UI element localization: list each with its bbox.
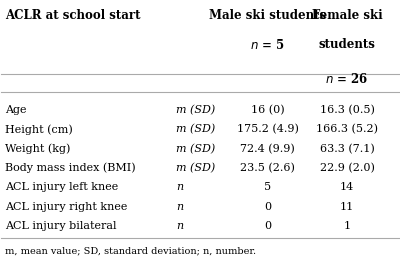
Text: $\mathit{n}$ = 26: $\mathit{n}$ = 26	[325, 72, 368, 86]
Text: 16.3 (0.5): 16.3 (0.5)	[320, 105, 374, 115]
Text: Body mass index (BMI): Body mass index (BMI)	[5, 163, 136, 173]
Text: m (SD): m (SD)	[176, 124, 216, 134]
Text: ACL injury right knee: ACL injury right knee	[5, 202, 128, 212]
Text: 11: 11	[340, 202, 354, 212]
Text: m (SD): m (SD)	[176, 105, 216, 115]
Text: Male ski students: Male ski students	[209, 9, 326, 22]
Text: m (SD): m (SD)	[176, 163, 216, 173]
Text: m, mean value; SD, standard deviation; n, number.: m, mean value; SD, standard deviation; n…	[5, 246, 256, 255]
Text: 0: 0	[264, 221, 271, 231]
Text: Weight (kg): Weight (kg)	[5, 143, 71, 154]
Text: 0: 0	[264, 202, 271, 212]
Text: 72.4 (9.9): 72.4 (9.9)	[240, 143, 295, 154]
Text: n: n	[176, 202, 183, 212]
Text: ACL injury bilateral: ACL injury bilateral	[5, 221, 117, 231]
Text: Female ski: Female ski	[312, 9, 382, 22]
Text: 1: 1	[344, 221, 350, 231]
Text: n: n	[176, 182, 183, 192]
Text: 14: 14	[340, 182, 354, 192]
Text: $\mathit{n}$ = 5: $\mathit{n}$ = 5	[250, 38, 285, 52]
Text: 63.3 (7.1): 63.3 (7.1)	[320, 143, 374, 154]
Text: ACL injury left knee: ACL injury left knee	[5, 182, 119, 192]
Text: 175.2 (4.9): 175.2 (4.9)	[236, 124, 298, 134]
Text: n: n	[176, 221, 183, 231]
Text: 166.3 (5.2): 166.3 (5.2)	[316, 124, 378, 134]
Text: 16 (0): 16 (0)	[251, 105, 284, 115]
Text: m (SD): m (SD)	[176, 143, 216, 154]
Text: Age: Age	[5, 105, 27, 115]
Text: Height (cm): Height (cm)	[5, 124, 73, 135]
Text: students: students	[318, 38, 376, 51]
Text: ACLR at school start: ACLR at school start	[5, 9, 141, 22]
Text: 23.5 (2.6): 23.5 (2.6)	[240, 163, 295, 173]
Text: 22.9 (2.0): 22.9 (2.0)	[320, 163, 374, 173]
Text: 5: 5	[264, 182, 271, 192]
